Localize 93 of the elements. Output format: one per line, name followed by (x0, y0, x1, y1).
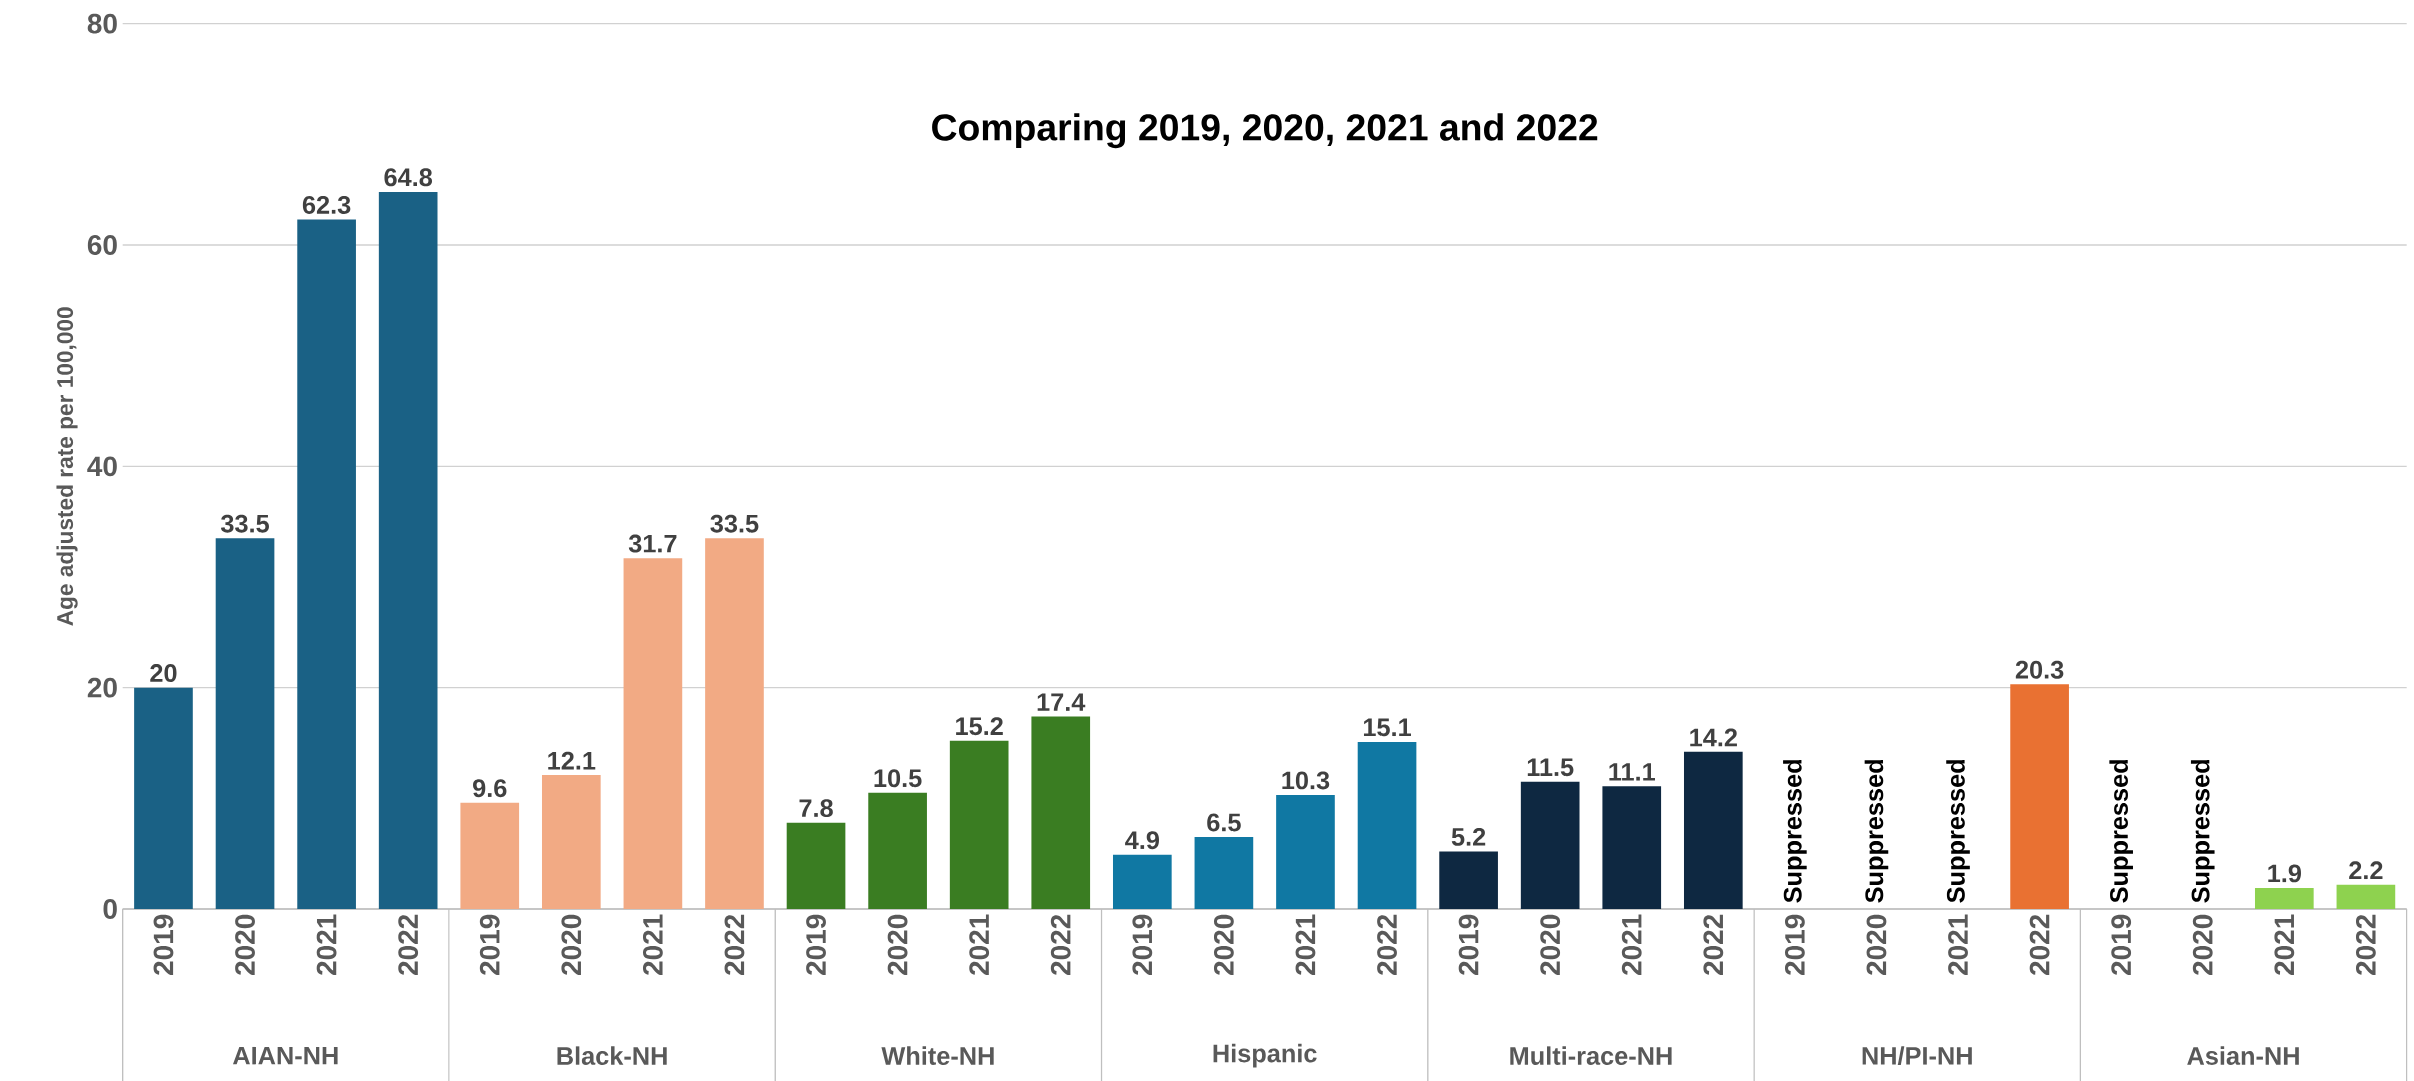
x-tick-label: 2019 (1458, 914, 1479, 976)
x-tick-label: 2022 (2355, 914, 2376, 976)
data-label: 33.5 (710, 514, 759, 533)
bar (1439, 851, 1498, 909)
y-tick-label: 80 (87, 13, 117, 34)
x-tick-label: 2019 (1132, 914, 1153, 976)
data-label: 15.2 (956, 717, 1003, 736)
bar (868, 792, 927, 909)
data-label: 7.8 (799, 799, 833, 818)
x-tick-label: 2020 (1866, 914, 1887, 976)
bar (1276, 795, 1335, 909)
x-tick-label: 2020 (1540, 914, 1561, 976)
data-label: 17.4 (1037, 693, 1086, 711)
x-tick-label: 2021 (316, 914, 337, 976)
data-label: 6.5 (1207, 813, 1241, 832)
text: Asian-NH (2187, 1046, 2299, 1065)
data-label: 33.5 (220, 514, 269, 533)
bar (1602, 786, 1662, 909)
x-tick-label: 2020 (887, 914, 908, 976)
text: NH/PI-NH (1862, 1046, 1972, 1066)
bar (1112, 854, 1172, 909)
x-tick-label: 2020 (561, 914, 582, 976)
bar (705, 538, 764, 909)
x-tick-label: 2019 (806, 914, 826, 976)
data-label: 12.1 (548, 751, 596, 770)
x-tick-label: 2019 (1784, 914, 1805, 976)
x-tick-label: 2022 (724, 914, 745, 976)
bar (786, 822, 846, 909)
bar (134, 687, 193, 909)
x-tick-label: 2021 (2274, 914, 2295, 976)
data-label: 64.8 (384, 168, 433, 187)
data-label: 10.3 (1282, 771, 1330, 790)
text: White-NH (881, 1046, 994, 1065)
data-label: 14.2 (1690, 728, 1737, 747)
y-tick-label: 0 (103, 899, 117, 919)
bar (1520, 781, 1580, 909)
x-tick-label: 2019 (2111, 914, 2132, 976)
text: Black-NH (557, 1046, 667, 1065)
bar (1194, 837, 1254, 909)
text: Suppressed (1946, 760, 1970, 903)
x-tick-label: 2022 (2029, 914, 2050, 976)
bar (2254, 887, 2314, 909)
y-axis-title: Age adjusted rate per 100,000 (56, 307, 78, 626)
data-label: 11.1 (1609, 763, 1655, 781)
data-label: 20.3 (2015, 660, 2064, 679)
bar (623, 558, 683, 909)
bar (297, 219, 356, 909)
bar (460, 802, 520, 909)
text: AIAN-NH (232, 1046, 338, 1065)
x-tick-label: 2021 (969, 914, 990, 976)
text: Suppressed (1783, 760, 1807, 903)
bar (1683, 751, 1743, 909)
bar (378, 191, 438, 909)
x-tick-label: 2022 (1050, 914, 1071, 976)
x-tick-label: 2019 (153, 914, 174, 976)
x-tick-label: 2020 (235, 914, 255, 976)
data-label: 1.9 (2268, 864, 2301, 883)
x-tick-label: 2021 (1621, 914, 1642, 976)
data-label: 4.9 (1125, 831, 1159, 850)
x-tick-label: 2022 (1377, 914, 1397, 976)
text: Suppressed (2190, 760, 2215, 903)
x-tick-label: 2021 (1948, 914, 1968, 976)
bar (1031, 716, 1091, 909)
bar (215, 538, 275, 909)
x-tick-label: 2020 (1213, 914, 1234, 976)
text: Comparing 2019, 2020, 2021 and 2022 (932, 113, 1598, 149)
text: Suppressed (2109, 760, 2133, 903)
data-label: 2.2 (2349, 861, 2383, 880)
bar (541, 775, 601, 909)
x-tick-label: 2022 (398, 914, 419, 976)
y-tick-label: 40 (87, 456, 117, 477)
y-tick-label: 60 (87, 235, 117, 255)
data-label: 20 (150, 664, 177, 683)
data-label: 5.2 (1451, 827, 1486, 846)
bar (2336, 884, 2396, 909)
x-tick-label: 2019 (479, 914, 500, 976)
data-label: 62.3 (302, 195, 351, 214)
x-tick-label: 2021 (1295, 914, 1316, 976)
data-label: 9.6 (473, 779, 507, 798)
text: Suppressed (1864, 760, 1889, 903)
data-label: 11.5 (1527, 758, 1574, 777)
x-tick-label: 2021 (642, 914, 663, 976)
x-tick-label: 2022 (1703, 914, 1724, 976)
bar (949, 740, 1009, 909)
data-label: 10.5 (874, 769, 922, 788)
y-tick-label: 20 (87, 677, 117, 698)
text: Multi-race-NH (1510, 1046, 1672, 1065)
bar (2010, 684, 2069, 909)
text: Hispanic (1213, 1043, 1317, 1068)
x-tick-label: 2020 (2192, 914, 2213, 976)
data-label: 31.7 (628, 534, 677, 553)
bar (1357, 741, 1417, 909)
data-label: 15.1 (1363, 718, 1411, 737)
